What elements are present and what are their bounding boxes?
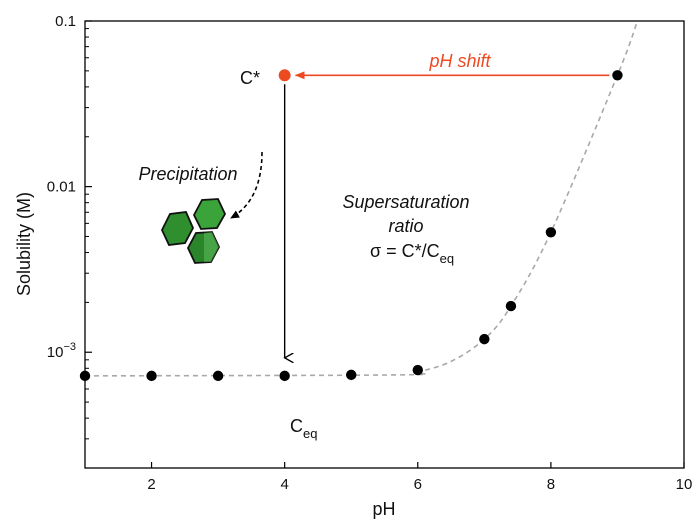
x-axis-ticks: 2 4 6 8 10 xyxy=(147,462,692,493)
crystal-icon xyxy=(161,198,227,264)
c-star-point xyxy=(278,69,291,82)
y-axis-ticks: 10−3 0.01 0.1 xyxy=(47,13,92,440)
y-tick-label-base: 10 xyxy=(47,344,64,361)
x-tick-label: 8 xyxy=(547,476,555,493)
data-point xyxy=(612,70,623,81)
solubility-fit-curve xyxy=(84,20,639,377)
data-point xyxy=(279,370,290,382)
supersaturation-label: Supersaturation xyxy=(342,192,469,212)
y-axis-label: Solubility (M) xyxy=(14,192,34,296)
data-point xyxy=(79,370,91,382)
ratio-label: ratio xyxy=(388,216,423,236)
precipitation-arrow xyxy=(230,151,263,219)
x-axis-label: pH xyxy=(372,499,395,519)
precipitation-label: Precipitation xyxy=(138,164,237,184)
c-eq-label: Ceq xyxy=(290,416,317,441)
y-tick-label-exponent: −3 xyxy=(63,341,76,353)
data-point xyxy=(212,370,224,382)
y-tick-label: 0.01 xyxy=(47,179,76,196)
ph-shift-label: pH shift xyxy=(428,51,491,71)
sigma-formula-main: σ = C*/C xyxy=(370,241,440,261)
sigma-formula: σ = C*/Ceq xyxy=(370,241,454,266)
x-tick-label: 6 xyxy=(414,476,422,493)
sigma-formula-sub: eq xyxy=(440,251,454,266)
data-points xyxy=(79,70,623,382)
data-point xyxy=(346,369,357,381)
data-point xyxy=(479,333,490,345)
data-point xyxy=(505,300,517,312)
c-eq-sub: eq xyxy=(303,426,317,441)
x-tick-label: 4 xyxy=(280,476,288,493)
c-star-label: C* xyxy=(240,68,260,88)
plot-frame xyxy=(84,20,685,469)
y-tick-label: 0.1 xyxy=(55,13,76,30)
x-tick-label: 10 xyxy=(676,476,693,493)
y-tick-label-base: 0.01 xyxy=(47,179,76,196)
data-point xyxy=(545,227,557,238)
x-tick-label: 2 xyxy=(147,476,155,493)
y-tick-label-base: 0.1 xyxy=(55,13,76,30)
data-point xyxy=(412,364,423,376)
data-point xyxy=(146,370,157,382)
y-tick-label: 10−3 xyxy=(47,341,76,361)
c-eq-main: C xyxy=(290,416,303,436)
